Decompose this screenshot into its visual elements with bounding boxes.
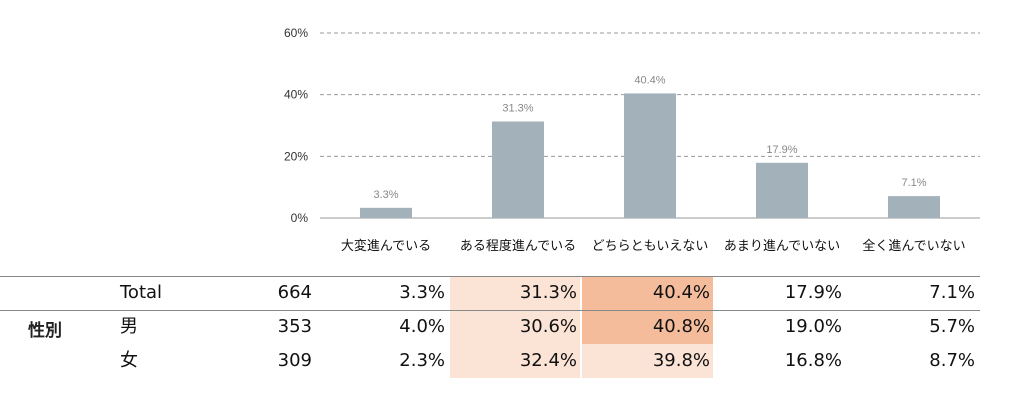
data-label: 17.9% (766, 144, 797, 156)
value-cell: 19.0% (784, 316, 842, 337)
category-label: あまり進んでいない (724, 239, 840, 254)
value-cell: 7.1% (929, 282, 975, 303)
value-cell: 40.4% (652, 282, 710, 303)
bar (360, 207, 412, 218)
category-label: どちらともいえない (592, 239, 709, 254)
row-count: 353 (277, 316, 312, 337)
value-cell: 17.9% (784, 282, 842, 303)
bar (624, 93, 676, 218)
y-tick-label: 40% (284, 88, 308, 102)
row-label: Total (120, 282, 163, 303)
table-row: Total 664 3.3% 31.3% 40.4% 17.9% 7.1% (0, 276, 1012, 310)
value-cell: 39.8% (652, 350, 710, 371)
value-cell: 3.3% (399, 282, 445, 303)
data-label: 3.3% (373, 189, 398, 201)
row-count: 309 (277, 350, 312, 371)
category-label: ある程度進んでいる (460, 238, 576, 254)
y-tick-label: 0% (291, 211, 309, 225)
data-label: 40.4% (634, 74, 665, 86)
value-cell: 8.7% (929, 350, 975, 371)
cell-highlight (582, 344, 713, 378)
data-label: 31.3% (502, 102, 533, 114)
y-tick-label: 60% (284, 26, 308, 40)
bar (888, 196, 940, 218)
table-row: 男 353 4.0% 30.6% 40.8% 19.0% 5.7% (0, 310, 1012, 344)
cell-highlight (450, 276, 580, 310)
value-cell: 30.6% (519, 316, 577, 337)
value-cell: 32.4% (519, 350, 577, 371)
row-count: 664 (277, 282, 312, 303)
bar-chart: 0% 20% 40% 60% 3.3% 大変進んでいる 31.3% ある程度進んでいる 40.4… (284, 26, 980, 254)
table-group-border (0, 310, 980, 311)
row-label: 男 (120, 316, 138, 337)
category-label: 大変進んでいる (341, 238, 431, 254)
row-label: 女 (120, 350, 138, 371)
cell-highlight (582, 276, 713, 310)
cell-highlight (582, 310, 713, 344)
y-tick-label: 20% (284, 149, 308, 163)
data-label: 7.1% (901, 177, 926, 189)
group-label-gender: 性別 (28, 321, 62, 341)
value-cell: 5.7% (929, 316, 975, 337)
value-cell: 4.0% (399, 316, 445, 337)
value-cell: 16.8% (784, 350, 842, 371)
value-cell: 2.3% (399, 350, 445, 371)
cell-highlight (450, 344, 580, 378)
value-cell: 40.8% (652, 316, 710, 337)
cell-highlight (450, 310, 580, 344)
bar (492, 121, 544, 218)
category-label: 全く進んでいない (862, 238, 965, 254)
value-cell: 31.3% (519, 282, 577, 303)
table-row: 女 309 2.3% 32.4% 39.8% 16.8% 8.7% (0, 344, 1012, 378)
table-top-border (0, 276, 980, 277)
bar (756, 162, 808, 218)
